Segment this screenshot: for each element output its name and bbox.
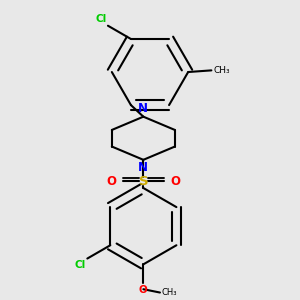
Text: N: N	[138, 102, 148, 115]
Text: O: O	[170, 175, 180, 188]
Text: Cl: Cl	[95, 14, 106, 24]
Text: Cl: Cl	[74, 260, 86, 270]
Text: O: O	[107, 175, 117, 188]
Text: N: N	[138, 161, 148, 175]
Text: CH₃: CH₃	[162, 288, 177, 297]
Text: S: S	[139, 175, 148, 188]
Text: CH₃: CH₃	[213, 66, 230, 75]
Text: O: O	[139, 285, 148, 295]
